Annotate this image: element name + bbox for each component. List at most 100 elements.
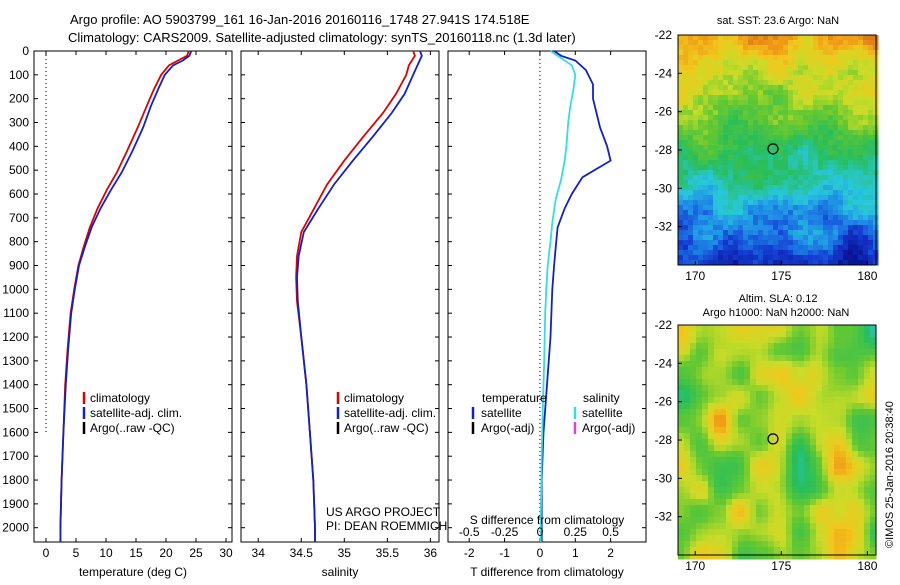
heatmap-cell	[823, 215, 829, 221]
heatmap-cell	[678, 235, 684, 241]
heatmap-cell	[840, 457, 847, 464]
heatmap-cell	[713, 140, 719, 146]
heatmap-cell	[813, 220, 819, 226]
heatmap-cell	[708, 445, 715, 452]
heatmap-cell	[808, 175, 814, 181]
heatmap-cell	[864, 361, 871, 368]
heatmap-cell	[858, 367, 865, 374]
heatmap-cell	[804, 409, 811, 416]
heatmap-cell	[698, 170, 704, 176]
heatmap-cell	[748, 155, 754, 161]
heatmap-cell	[853, 240, 859, 246]
heatmap-cell	[702, 373, 709, 380]
heatmap-cell	[868, 70, 874, 76]
heatmap-cell	[688, 160, 694, 166]
heatmap-cell	[753, 55, 759, 61]
heatmap-cell	[774, 421, 781, 428]
heatmap-cell	[808, 180, 814, 186]
heatmap-cell	[683, 155, 689, 161]
heatmap-cell	[743, 190, 749, 196]
heatmap-cell	[718, 80, 724, 86]
heatmap-cell	[808, 215, 814, 221]
heatmap-cell	[863, 90, 869, 96]
heatmap-cell	[688, 205, 694, 211]
heatmap-cell	[702, 517, 709, 524]
heatmap-cell	[823, 60, 829, 66]
heatmap-cell	[863, 230, 869, 236]
heatmap-cell	[813, 215, 819, 221]
heatmap-cell	[780, 373, 787, 380]
heatmap-cell	[743, 130, 749, 136]
heatmap-cell	[783, 90, 789, 96]
heatmap-cell	[808, 85, 814, 91]
heatmap-cell	[743, 155, 749, 161]
heatmap-cell	[813, 185, 819, 191]
heatmap-cell	[838, 105, 844, 111]
heatmap-cell	[810, 349, 817, 356]
heatmap-cell	[723, 255, 729, 261]
heatmap-cell	[780, 505, 787, 512]
heatmap-cell	[738, 55, 744, 61]
heatmap-cell	[744, 397, 751, 404]
heatmap-cell	[684, 367, 691, 374]
heatmap-cell	[798, 433, 805, 440]
heatmap-cell	[858, 160, 864, 166]
heatmap-cell	[758, 195, 764, 201]
heatmap-cell	[868, 235, 874, 241]
heatmap-cell	[702, 439, 709, 446]
heatmap-cell	[822, 403, 829, 410]
heatmap-cell	[744, 367, 751, 374]
heatmap-cell	[823, 260, 829, 266]
heatmap-cell	[823, 70, 829, 76]
heatmap-cell	[810, 553, 817, 560]
heatmap-cell	[843, 180, 849, 186]
heatmap-cell	[726, 373, 733, 380]
heatmap-cell	[713, 130, 719, 136]
heatmap-cell	[750, 547, 757, 554]
heatmap-cell	[783, 200, 789, 206]
heatmap-cell	[768, 195, 774, 201]
heatmap-cell	[713, 145, 719, 151]
heatmap-cell	[728, 180, 734, 186]
heatmap-cell	[778, 105, 784, 111]
heatmap-cell	[768, 469, 775, 476]
heatmap-cell	[792, 457, 799, 464]
heatmap-cell	[768, 40, 774, 46]
heatmap-cell	[713, 190, 719, 196]
heatmap-cell	[852, 457, 859, 464]
heatmap-cell	[683, 55, 689, 61]
heatmap-cell	[773, 155, 779, 161]
heatmap-cell	[773, 45, 779, 51]
heatmap-cell	[756, 529, 763, 536]
heatmap-cell	[792, 487, 799, 494]
heatmap-cell	[703, 100, 709, 106]
heatmap-cell	[743, 125, 749, 131]
heatmap-cell	[853, 260, 859, 266]
salinity-frame	[240, 50, 440, 543]
heatmap-cell	[870, 409, 877, 416]
heatmap-cell	[798, 260, 804, 266]
heatmap-cell	[858, 60, 864, 66]
heatmap-cell	[798, 529, 805, 536]
heatmap-cell	[723, 185, 729, 191]
heatmap-cell	[864, 421, 871, 428]
x-tick-label: -1	[499, 546, 510, 560]
heatmap-cell	[708, 367, 715, 374]
heatmap-cell	[858, 451, 865, 458]
heatmap-cell	[696, 463, 703, 470]
heatmap-cell	[713, 200, 719, 206]
heatmap-cell	[733, 255, 739, 261]
heatmap-cell	[846, 409, 853, 416]
heatmap-cell	[848, 165, 854, 171]
heatmap-cell	[726, 367, 733, 374]
heatmap-cell	[780, 463, 787, 470]
heatmap-cell	[804, 367, 811, 374]
heatmap-cell	[833, 235, 839, 241]
heatmap-cell	[792, 547, 799, 554]
heatmap-cell	[843, 145, 849, 151]
heatmap-cell	[870, 397, 877, 404]
heatmap-cell	[822, 337, 829, 344]
heatmap-cell	[750, 523, 757, 530]
heatmap-cell	[684, 439, 691, 446]
heatmap-cell	[728, 185, 734, 191]
